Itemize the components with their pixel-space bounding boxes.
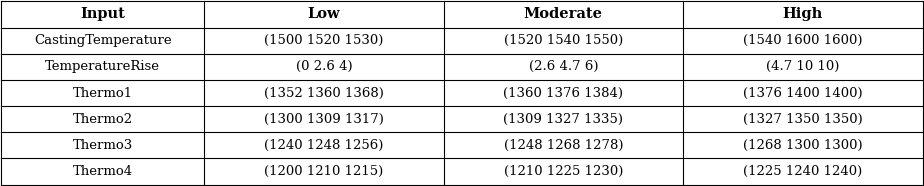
Text: (4.7 10 10): (4.7 10 10) xyxy=(766,60,840,73)
Text: (2.6 4.7 6): (2.6 4.7 6) xyxy=(529,60,598,73)
Text: CastingTemperature: CastingTemperature xyxy=(34,34,172,47)
Text: (1520 1540 1550): (1520 1540 1550) xyxy=(504,34,623,47)
Text: (1240 1248 1256): (1240 1248 1256) xyxy=(264,139,383,152)
Text: (0 2.6 4): (0 2.6 4) xyxy=(296,60,352,73)
Text: TemperatureRise: TemperatureRise xyxy=(45,60,160,73)
Text: Thermo1: Thermo1 xyxy=(73,86,133,100)
Text: (1200 1210 1215): (1200 1210 1215) xyxy=(264,165,383,178)
Text: Thermo3: Thermo3 xyxy=(73,139,133,152)
Text: (1500 1520 1530): (1500 1520 1530) xyxy=(264,34,383,47)
Text: (1327 1350 1350): (1327 1350 1350) xyxy=(743,113,863,126)
Text: Moderate: Moderate xyxy=(524,7,602,21)
Text: (1225 1240 1240): (1225 1240 1240) xyxy=(743,165,862,178)
Text: High: High xyxy=(783,7,823,21)
Text: (1376 1400 1400): (1376 1400 1400) xyxy=(743,86,863,100)
Text: (1248 1268 1278): (1248 1268 1278) xyxy=(504,139,623,152)
Text: (1300 1309 1317): (1300 1309 1317) xyxy=(264,113,383,126)
Text: Low: Low xyxy=(308,7,340,21)
Text: (1309 1327 1335): (1309 1327 1335) xyxy=(504,113,624,126)
Text: (1540 1600 1600): (1540 1600 1600) xyxy=(743,34,863,47)
Text: (1268 1300 1300): (1268 1300 1300) xyxy=(743,139,863,152)
Text: (1210 1225 1230): (1210 1225 1230) xyxy=(504,165,623,178)
Text: Thermo4: Thermo4 xyxy=(73,165,133,178)
Text: (1352 1360 1368): (1352 1360 1368) xyxy=(264,86,383,100)
Text: Input: Input xyxy=(80,7,125,21)
Text: Thermo2: Thermo2 xyxy=(73,113,133,126)
Text: (1360 1376 1384): (1360 1376 1384) xyxy=(504,86,624,100)
